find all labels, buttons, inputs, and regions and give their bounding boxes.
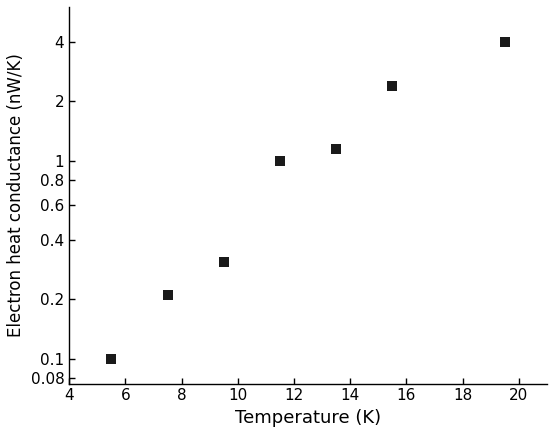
Point bbox=[500, 38, 509, 45]
Point bbox=[388, 82, 397, 89]
Point bbox=[107, 355, 116, 362]
Point bbox=[275, 158, 284, 164]
Point bbox=[163, 292, 172, 299]
X-axis label: Temperature (K): Temperature (K) bbox=[235, 409, 381, 427]
Point bbox=[332, 145, 341, 152]
Y-axis label: Electron heat conductance (nW/K): Electron heat conductance (nW/K) bbox=[7, 53, 25, 337]
Point bbox=[219, 258, 228, 265]
